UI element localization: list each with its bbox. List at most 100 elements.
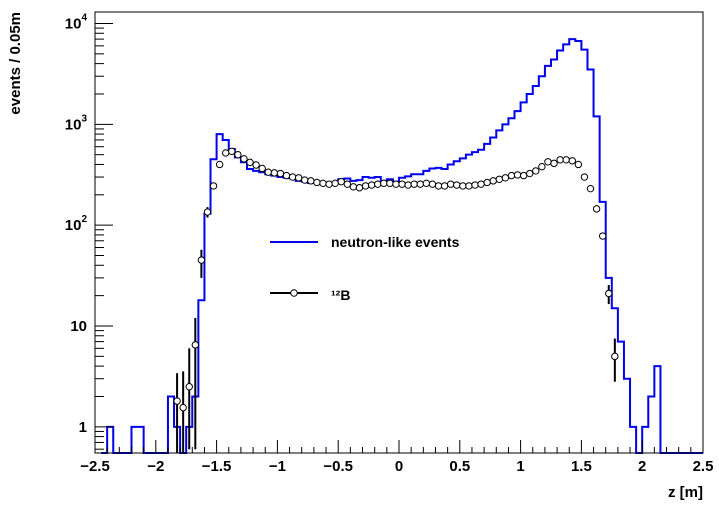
data-point-b12 [392, 180, 400, 188]
data-point-b12 [471, 181, 479, 189]
x-tick-label: 1.5 [571, 458, 592, 475]
data-point-b12 [507, 171, 516, 180]
data-point-b12 [586, 184, 595, 193]
legend: neutron-like events ¹²B [270, 234, 460, 303]
data-point-b12 [307, 177, 315, 185]
y-tick-label-exponent: 2 [81, 214, 87, 225]
y-tick-label: 104 [65, 12, 88, 32]
data-point-b12 [440, 182, 449, 190]
data-point-b12 [343, 180, 352, 188]
x-tick-label: 0.5 [449, 458, 470, 475]
data-point-b12 [574, 160, 583, 169]
x-tick-label: 2 [638, 458, 646, 475]
data-point-b12 [416, 180, 424, 188]
data-point-b12 [592, 205, 601, 213]
data-point-b12 [465, 182, 473, 190]
data-point-b12 [355, 184, 364, 192]
x-axis: −2.5 −2 −1.5 −1 −0.5 0 0.5 1 1.5 2 2.5 [80, 440, 713, 475]
data-point-b12 [434, 182, 443, 190]
y-tick-label-base: 10 [65, 116, 82, 133]
data-point-b12 [258, 164, 266, 173]
data-point-b12 [185, 382, 193, 391]
data-point-b12 [428, 180, 437, 188]
y-tick-label: 103 [65, 113, 88, 133]
data-point-b12 [331, 179, 339, 188]
data-point-b12 [319, 179, 327, 188]
data-point-b12 [550, 159, 558, 168]
data-point-b12 [197, 256, 206, 264]
data-point-b12 [453, 181, 461, 189]
data-point-b12 [282, 171, 291, 180]
x-tick-label: −1.5 [202, 458, 232, 475]
legend-label-neutron-like-events: neutron-like events [331, 234, 460, 250]
data-point-b12 [562, 156, 570, 164]
data-point-b12 [246, 158, 254, 167]
data-point-b12 [580, 173, 589, 181]
y-tick-label-exponent: 4 [81, 12, 87, 23]
data-point-b12 [361, 182, 370, 190]
x-tick-label: −2 [147, 458, 164, 475]
data-point-b12 [556, 156, 564, 164]
data-point-b12 [446, 180, 455, 188]
data-point-b12 [501, 174, 510, 182]
x-tick-label: 2.5 [693, 458, 714, 475]
legend-marker-b12 [290, 289, 298, 297]
data-point-b12 [532, 167, 540, 175]
data-point-b12 [367, 181, 376, 189]
x-tick-label: −2.5 [80, 458, 110, 475]
data-point-b12 [301, 176, 309, 184]
data-point-b12 [240, 155, 248, 163]
data-point-b12 [404, 181, 412, 189]
data-point-b12 [422, 179, 431, 188]
data-point-b12 [252, 161, 260, 169]
y-tick-label-base: 10 [70, 318, 87, 335]
data-point-b12 [489, 177, 497, 185]
legend-label-b12: ¹²B [331, 287, 350, 303]
data-point-b12 [349, 183, 358, 191]
data-point-b12 [459, 182, 467, 190]
data-point-b12 [173, 397, 181, 405]
data-point-b12 [483, 178, 491, 187]
data-point-b12 [398, 180, 406, 188]
data-point-b12 [337, 177, 345, 186]
data-point-b12 [544, 158, 552, 166]
data-point-b12 [374, 180, 382, 188]
y-tick-label: 1 [79, 419, 87, 436]
data-point-b12 [410, 180, 418, 188]
x-axis-title: z [m] [668, 484, 703, 501]
data-point-b12 [495, 175, 504, 183]
series-b12 [173, 147, 619, 453]
y-tick-label-base: 10 [65, 217, 82, 234]
data-point-b12 [538, 162, 546, 171]
plot-area [101, 38, 703, 454]
y-tick-label-base: 10 [65, 15, 82, 32]
data-point-b12 [209, 182, 218, 190]
data-point-b12 [288, 173, 297, 181]
x-tick-label: −0.5 [323, 458, 353, 475]
data-point-b12 [270, 169, 279, 177]
histogram-line-neutron-like-events [101, 38, 703, 454]
data-point-b12 [605, 289, 613, 298]
data-point-b12 [228, 147, 236, 156]
data-point-b12 [380, 179, 388, 188]
data-point-b12 [519, 171, 528, 180]
data-point-b12 [568, 157, 576, 165]
data-point-b12 [598, 232, 607, 240]
data-point-b12 [234, 150, 242, 159]
series-neutron-like-events [101, 38, 703, 454]
y-tick-label-base: 1 [79, 419, 87, 436]
data-point-b12 [313, 178, 321, 187]
y-tick-label-exponent: 3 [81, 113, 87, 124]
data-point-b12 [222, 149, 230, 157]
y-tick-label: 10 [70, 318, 87, 335]
data-point-b12 [386, 179, 394, 188]
data-point-b12 [477, 180, 485, 188]
data-point-b12 [179, 403, 187, 412]
data-point-b12 [513, 171, 522, 179]
data-point-b12 [611, 352, 619, 361]
data-point-b12 [203, 208, 212, 216]
